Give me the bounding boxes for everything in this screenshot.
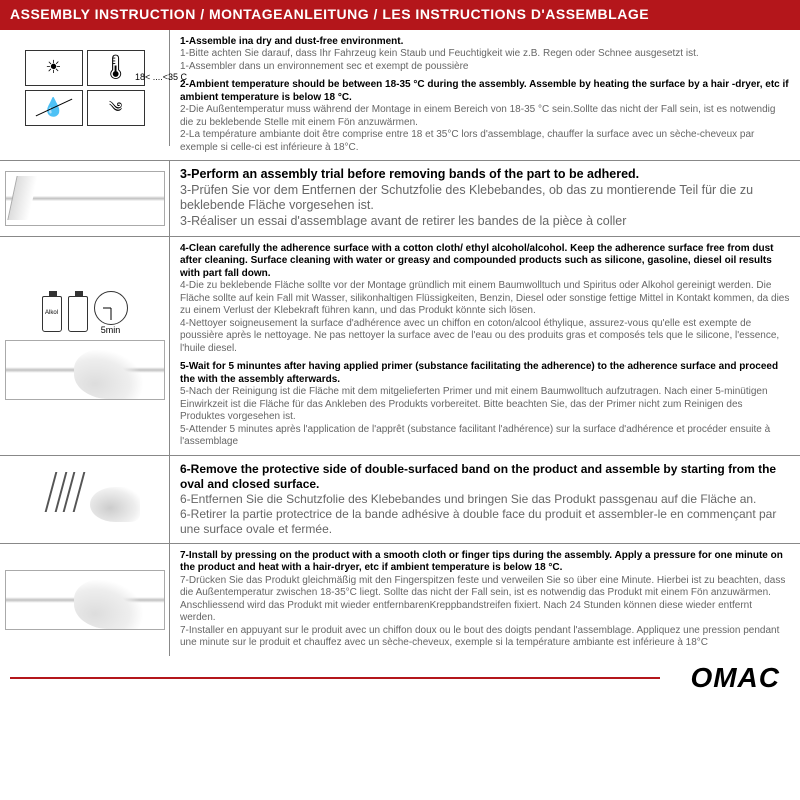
car-strip-icon [5,171,165,226]
peel-strip-icon [20,472,150,527]
dust-icon: ༄ [87,90,145,126]
step6-en: 6-Remove the protective side of double-s… [180,462,790,492]
step1-en: 1-Assemble ina dry and dust-free environ… [180,36,790,49]
hand-wipe-icon [5,340,165,400]
step3-en: 3-Perform an assembly trial before remov… [180,167,790,183]
illus-peel [0,456,170,543]
step2-fr: 2-La température ambiante doit être comp… [180,129,790,154]
step7-en: 7-Install by pressing on the product wit… [180,550,790,575]
step7-fr: 7-Installer en appuyant sur le produit a… [180,625,790,650]
step7-de: 7-Drücken Sie das Produkt gleichmäßig mi… [180,575,790,625]
temp-range-label: 18< ....<35 C [135,72,187,83]
hand-press-icon [5,570,165,630]
clock-label: 5min [94,325,128,336]
primer-bottle-icon [68,296,88,332]
step4-fr: 4-Nettoyer soigneusement la surface d'ad… [180,318,790,356]
no-water-icon [25,90,83,126]
alcohol-bottle-icon: Alkol [42,296,62,332]
text-step-6: 6-Remove the protective side of double-s… [170,456,800,543]
step5-de: 5-Nach der Reinigung ist die Fläche mit … [180,386,790,424]
step1-fr: 1-Assembler dans un environnement sec et… [180,61,790,74]
illus-environment: ༄ 18< ....<35 C [0,30,170,146]
text-step-7: 7-Install by pressing on the product wit… [170,544,800,656]
illus-clean: Alkol 5min [0,237,170,455]
sun-icon [25,50,83,86]
illus-press [0,544,170,656]
section-2: 3-Perform an assembly trial before remov… [0,161,800,237]
section-3: Alkol 5min 4-Clean carefully the adheren… [0,237,800,456]
section-4: 6-Remove the protective side of double-s… [0,456,800,544]
step4-de: 4-Die zu beklebende Fläche sollte vor de… [180,280,790,318]
illus-trial [0,161,170,236]
step6-de: 6-Entfernen Sie die Schutzfolie des Kleb… [180,492,790,507]
step5-fr: 5-Attender 5 minutes après l'application… [180,424,790,449]
step6-fr: 6-Retirer la partie protectrice de la ba… [180,507,790,537]
text-step-1-2: 1-Assemble ina dry and dust-free environ… [170,30,800,161]
section-1: ༄ 18< ....<35 C 1-Assemble ina dry and d… [0,30,800,162]
clock-icon [94,291,128,325]
text-step-3: 3-Perform an assembly trial before remov… [170,161,800,236]
section-5: 7-Install by pressing on the product wit… [0,544,800,656]
step2-de: 2-Die Außentemperatur muss während der M… [180,104,790,129]
step3-de: 3-Prüfen Sie vor dem Entfernen der Schut… [180,183,790,214]
footer-divider [10,677,660,679]
text-step-4-5: 4-Clean carefully the adherence surface … [170,237,800,455]
brand-logo: OMAC [682,660,780,695]
step1-de: 1-Bitte achten Sie darauf, dass Ihr Fahr… [180,48,790,61]
footer: OMAC [0,656,800,699]
step5-en: 5-Wait for 5 minuntes after having appli… [180,361,790,386]
step4-en: 4-Clean carefully the adherence surface … [180,243,790,281]
step3-fr: 3-Réaliser un essai d'assemblage avant d… [180,214,790,230]
step2-en: 2-Ambient temperature should be between … [180,79,790,104]
header-title: ASSEMBLY INSTRUCTION / MONTAGEANLEITUNG … [0,0,800,30]
